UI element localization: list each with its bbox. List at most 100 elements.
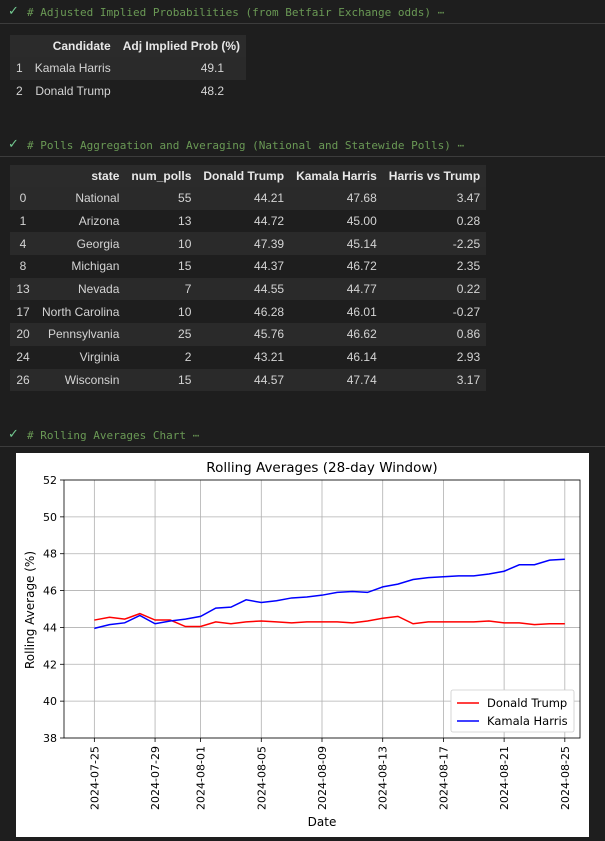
y-tick-label: 48 [43,548,57,561]
series-line-donald-trump [94,612,565,628]
table-cell: 0.22 [456,282,481,297]
row-index: 13 [16,282,30,297]
table-cell: 10 [178,236,192,251]
table-row: 4 Georgia 10 47.39 45.14 -2.25 [10,232,487,256]
row-index: 26 [16,372,30,387]
y-tick-label: 38 [43,732,57,745]
chart-grid [64,479,580,739]
table-cell: 44.57 [254,372,285,387]
table-row: 17 North Carolina 10 46.28 46.01 -0.27 [10,300,487,324]
y-tick-label: 42 [43,658,57,671]
table-cell: 43.21 [254,350,285,365]
x-tick-label: 2024-08-17 [437,746,450,810]
table-header-row: Candidate Adj Implied Prob (%) [10,35,247,57]
table-cell: 46.01 [346,304,377,319]
x-tick-label: 2024-08-01 [195,746,208,810]
table-cell: Wisconsin [64,372,120,387]
table-cell: 49.1 [200,61,225,76]
check-icon: ✓ [8,4,19,19]
column-header: Kamala Harris [296,169,377,183]
table-row: 26 Wisconsin 15 44.57 47.74 3.17 [10,368,487,392]
chart-lines [94,558,565,630]
row-index: 20 [16,327,30,342]
table-cell: 46.14 [346,350,377,365]
x-tick-label: 2024-08-25 [559,746,572,810]
chart-title: Rolling Averages (28-day Window) [206,460,437,476]
table-cell: 10 [178,304,192,319]
x-axis-label: Date [308,815,337,829]
table-cell: 2 [184,350,192,365]
row-index: 24 [16,350,30,365]
table-cell: -2.25 [452,236,481,251]
table-cell: 47.39 [254,236,285,251]
table-cell: 0.28 [456,214,481,229]
divider [0,446,605,447]
table-cell: 0.86 [456,327,481,342]
table-cell: Kamala Harris [34,61,111,76]
probabilities-table: Candidate Adj Implied Prob (%) 1 Kamala … [10,35,247,103]
row-index: 17 [16,304,30,319]
cell-code: # Rolling Averages Chart ⋯ [27,429,200,442]
cell-code: # Adjusted Implied Probabilities (from B… [27,6,445,19]
divider [0,23,605,24]
y-tick-label: 44 [43,621,57,634]
legend-box [450,689,575,733]
table-cell: 45.00 [346,214,377,229]
y-tick-label: 46 [43,585,57,598]
table-cell: 55 [178,191,192,206]
x-tick-label: 2024-07-25 [88,746,101,810]
x-tick-label: 2024-08-21 [498,746,511,810]
table-cell: 44.37 [254,259,285,274]
table-cell: 47.68 [346,191,377,206]
table-cell: 45.76 [254,327,285,342]
table-header-row: state num_polls Donald Trump Kamala Harr… [10,165,487,187]
table-row: 24 Virginia 2 43.21 46.14 2.93 [10,345,487,369]
table-cell: North Carolina [42,304,120,319]
table-cell: 47.74 [346,372,377,387]
table-cell: 44.21 [254,191,285,206]
table-cell: Donald Trump [35,84,111,99]
table-row: 1 Kamala Harris 49.1 [10,57,247,80]
cell-header-probabilities[interactable]: ✓ # Adjusted Implied Probabilities (from… [0,2,605,24]
table-cell: 3.47 [456,191,481,206]
x-tick-label: 2024-08-13 [377,746,390,810]
table-cell: 44.77 [346,282,377,297]
table-cell: 48.2 [200,84,225,99]
table-cell: 13 [178,214,192,229]
check-icon: ✓ [8,137,19,152]
table-cell: 2.35 [456,259,481,274]
table-cell: -0.27 [452,304,481,319]
check-icon: ✓ [8,427,19,442]
rolling-averages-chart: Rolling Averages (28-day Window) Date Ro… [16,453,589,837]
table-cell: Michigan [71,259,120,274]
cell-header-polls[interactable]: ✓ # Polls Aggregation and Averaging (Nat… [0,135,605,157]
table-cell: 46.62 [346,327,377,342]
table-row: 1 Arizona 13 44.72 45.00 0.28 [10,209,487,233]
column-header: Donald Trump [203,169,285,183]
table-cell: Nevada [78,282,120,297]
table-cell: 3.17 [456,372,481,387]
table-cell: 46.28 [254,304,285,319]
table-cell: 2.93 [456,350,481,365]
table-cell: 25 [178,327,192,342]
table-cell: 45.14 [346,236,377,251]
x-tick-label: 2024-07-29 [149,746,162,810]
row-index: 8 [19,259,27,274]
table-cell: Virginia [79,350,120,365]
legend-label: Kamala Harris [487,714,568,728]
y-tick-label: 50 [43,511,57,524]
table-cell: Georgia [76,236,120,251]
column-header: Candidate [52,39,111,53]
chart-ticks: 38 40 42 44 46 48 50 52 2024-07-25 2024-07-29 2024… [43,474,572,810]
table-cell: 15 [178,259,192,274]
x-tick-label: 2024-08-09 [316,746,329,810]
row-index: 0 [19,191,27,206]
table-row: 8 Michigan 15 44.37 46.72 2.35 [10,255,487,278]
row-index: 4 [19,236,27,251]
legend-label: Donald Trump [487,696,567,710]
polls-table: state num_polls Donald Trump Kamala Harr… [10,165,487,392]
cell-header-chart[interactable]: ✓ # Rolling Averages Chart ⋯ [0,425,605,447]
row-index: 1 [16,61,23,76]
table-cell: National [75,191,120,206]
plot-frame [63,479,581,739]
